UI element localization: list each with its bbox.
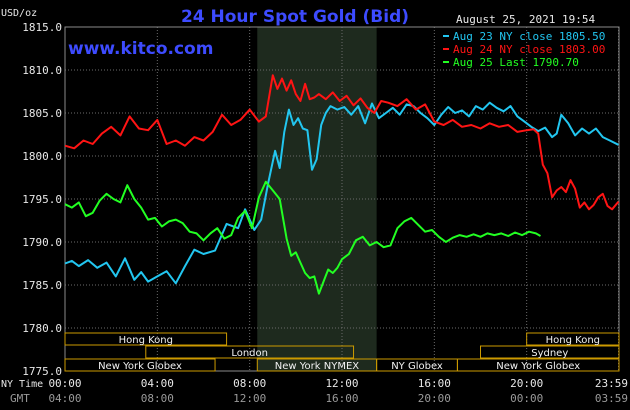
session-label: New York NYMEX	[275, 361, 360, 372]
session-label: Hong Kong	[546, 335, 600, 346]
series-line	[64, 74, 620, 211]
legend-entry: Aug 25 Last 1790.70	[453, 56, 579, 69]
x-tick-label-ny: 00:00	[48, 377, 81, 390]
site-url[interactable]: www.kitco.com	[68, 39, 213, 59]
session-box	[64, 332, 228, 346]
session-box	[456, 358, 620, 372]
x-tick-label-gmt: 12:00	[233, 392, 266, 405]
y-tick-label: 1780.0	[22, 322, 62, 335]
x-tick-label-gmt: 16:00	[325, 392, 358, 405]
y-tick-label: 1795.0	[22, 193, 62, 206]
unit-label: USD/oz	[1, 8, 37, 19]
x-tick-label-gmt: 03:59	[595, 392, 628, 405]
y-tick-label: 1800.0	[22, 150, 62, 163]
session-label: New York Globex	[98, 361, 182, 372]
y-tick-label: 1785.0	[22, 279, 62, 292]
x-tick-label-gmt: 20:00	[418, 392, 451, 405]
price-series	[64, 74, 620, 295]
session-label: New York Globex	[496, 361, 580, 372]
x-tick-label-ny: 16:00	[418, 377, 451, 390]
session-box	[145, 345, 355, 359]
session-box	[480, 345, 620, 359]
series-line	[64, 101, 619, 285]
timestamp: August 25, 2021 19:54	[456, 13, 595, 26]
series-line	[64, 180, 541, 295]
x-tick-label-ny: 12:00	[325, 377, 358, 390]
session-box	[526, 332, 620, 346]
y-tick-label: 1775.0	[22, 365, 62, 378]
x-tick-labels: 00:00 04:00 08:00 12:00 16:00 20:00 23:59 04:00…	[48, 377, 628, 405]
x-tick-label-ny: 20:00	[510, 377, 543, 390]
legend-entry: Aug 23 NY close 1805.50	[453, 30, 605, 43]
session-label: Hong Kong	[119, 335, 173, 346]
gmt-label: GMT	[10, 392, 30, 405]
market-sessions: Hong Kong London New York Globex New York N…	[64, 332, 620, 372]
session-label: Sydney	[531, 348, 568, 359]
x-tick-label-ny: 23:59	[595, 377, 628, 390]
y-tick-label: 1805.0	[22, 107, 62, 120]
y-tick-label: 1815.0	[22, 21, 62, 34]
x-tick-label-ny: 04:00	[141, 377, 174, 390]
x-tick-label-ny: 08:00	[233, 377, 266, 390]
x-tick-label-gmt: 08:00	[141, 392, 174, 405]
ny-time-label: NY Time	[1, 379, 43, 390]
x-tick-label-gmt: 00:00	[510, 392, 543, 405]
y-tick-label: 1790.0	[22, 236, 62, 249]
chart-title: 24 Hour Spot Gold (Bid)	[181, 7, 409, 27]
session-box	[64, 358, 216, 372]
y-tick-labels: 1775.0 1780.0 1785.0 1790.0 1795.0 1800.0 1805…	[22, 21, 62, 378]
y-tick-label: 1810.0	[22, 64, 62, 77]
session-label: London	[231, 348, 268, 359]
legend-entry: Aug 24 NY close 1803.00	[453, 43, 605, 56]
x-tick-label-gmt: 04:00	[48, 392, 81, 405]
session-label: NY Globex	[391, 361, 443, 372]
